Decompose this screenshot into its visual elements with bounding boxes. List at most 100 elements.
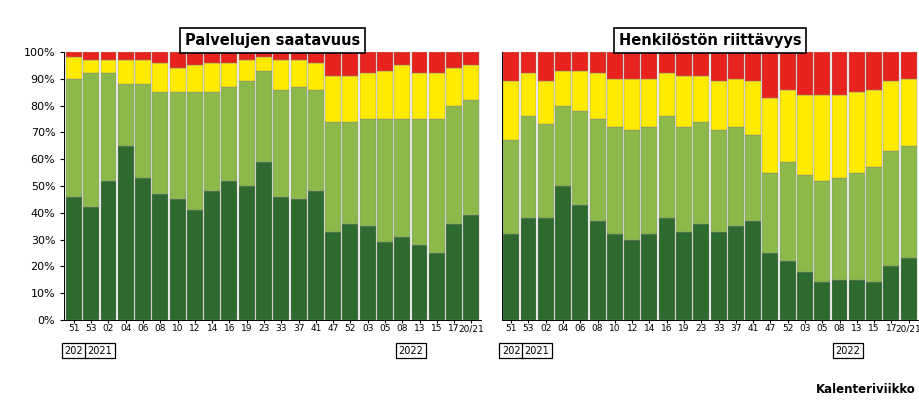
Bar [187,92,202,210]
Bar [428,253,444,320]
Bar [411,245,427,320]
Text: 202: 202 [502,346,520,356]
Bar [779,90,795,162]
Bar [118,84,133,146]
Bar [865,90,881,167]
Bar [308,52,323,63]
Bar [520,218,536,320]
Bar [153,92,168,194]
Bar [446,106,461,224]
Bar [342,224,358,320]
Bar [693,76,709,122]
Text: Kalenteriviikko: Kalenteriviikko [815,383,914,396]
Bar [882,266,899,320]
Bar [135,178,151,320]
Title: Henkilöstön riittävyys: Henkilöstön riittävyys [618,33,800,48]
Bar [744,135,760,221]
Text: 2021: 2021 [87,346,112,356]
Bar [709,52,726,82]
Bar [554,106,571,186]
Bar [658,218,674,320]
Bar [796,272,812,320]
Bar [463,65,479,100]
Bar [255,52,272,57]
Bar [255,57,272,71]
Bar [762,253,777,320]
Bar [169,92,186,199]
Bar [169,199,186,320]
Bar [607,52,622,79]
Bar [503,234,518,320]
Bar [446,68,461,106]
Bar [153,194,168,320]
Bar [221,52,237,63]
Bar [324,122,341,232]
Bar [290,52,306,60]
Bar [411,52,427,74]
Bar [848,280,864,320]
Bar [848,92,864,172]
Bar [709,82,726,130]
Bar [727,52,743,79]
Text: 2021: 2021 [524,346,549,356]
Bar [813,181,829,282]
Bar [187,52,202,65]
Bar [463,216,479,320]
Bar [589,52,605,74]
Bar [411,119,427,245]
Bar [538,218,553,320]
Bar [221,87,237,181]
Bar [554,186,571,320]
Bar [239,82,255,186]
Bar [446,52,461,68]
Bar [135,84,151,178]
Bar [118,60,133,84]
Bar [744,82,760,135]
Bar [813,95,829,181]
Bar [308,191,323,320]
Bar [831,95,846,178]
Bar [83,52,99,60]
Bar [572,205,587,320]
Bar [813,282,829,320]
Bar [848,172,864,280]
Bar [572,111,587,205]
Bar [204,52,220,63]
Bar [221,181,237,320]
Bar [658,74,674,116]
Bar [727,127,743,226]
Bar [641,79,657,127]
Bar [100,60,117,74]
Bar [204,92,220,191]
Bar [359,119,375,226]
Bar [762,52,777,98]
Bar [658,52,674,74]
Bar [831,280,846,320]
Bar [503,140,518,234]
Bar [623,52,640,79]
Bar [865,52,881,90]
Bar [100,181,117,320]
Bar [83,208,99,320]
Bar [273,60,289,90]
Bar [359,226,375,320]
Bar [359,52,375,74]
Bar [554,71,571,106]
Bar [135,60,151,84]
Bar [762,172,777,253]
Bar [255,71,272,162]
Bar [538,124,553,218]
Bar [135,52,151,60]
Bar [290,87,306,199]
Bar [572,52,587,71]
Text: 202: 202 [64,346,83,356]
Bar [204,63,220,92]
Bar [428,74,444,119]
Bar [394,237,410,320]
Bar [169,68,186,92]
Bar [118,52,133,60]
Bar [693,52,709,76]
Bar [779,261,795,320]
Bar [342,52,358,76]
Bar [324,76,341,122]
